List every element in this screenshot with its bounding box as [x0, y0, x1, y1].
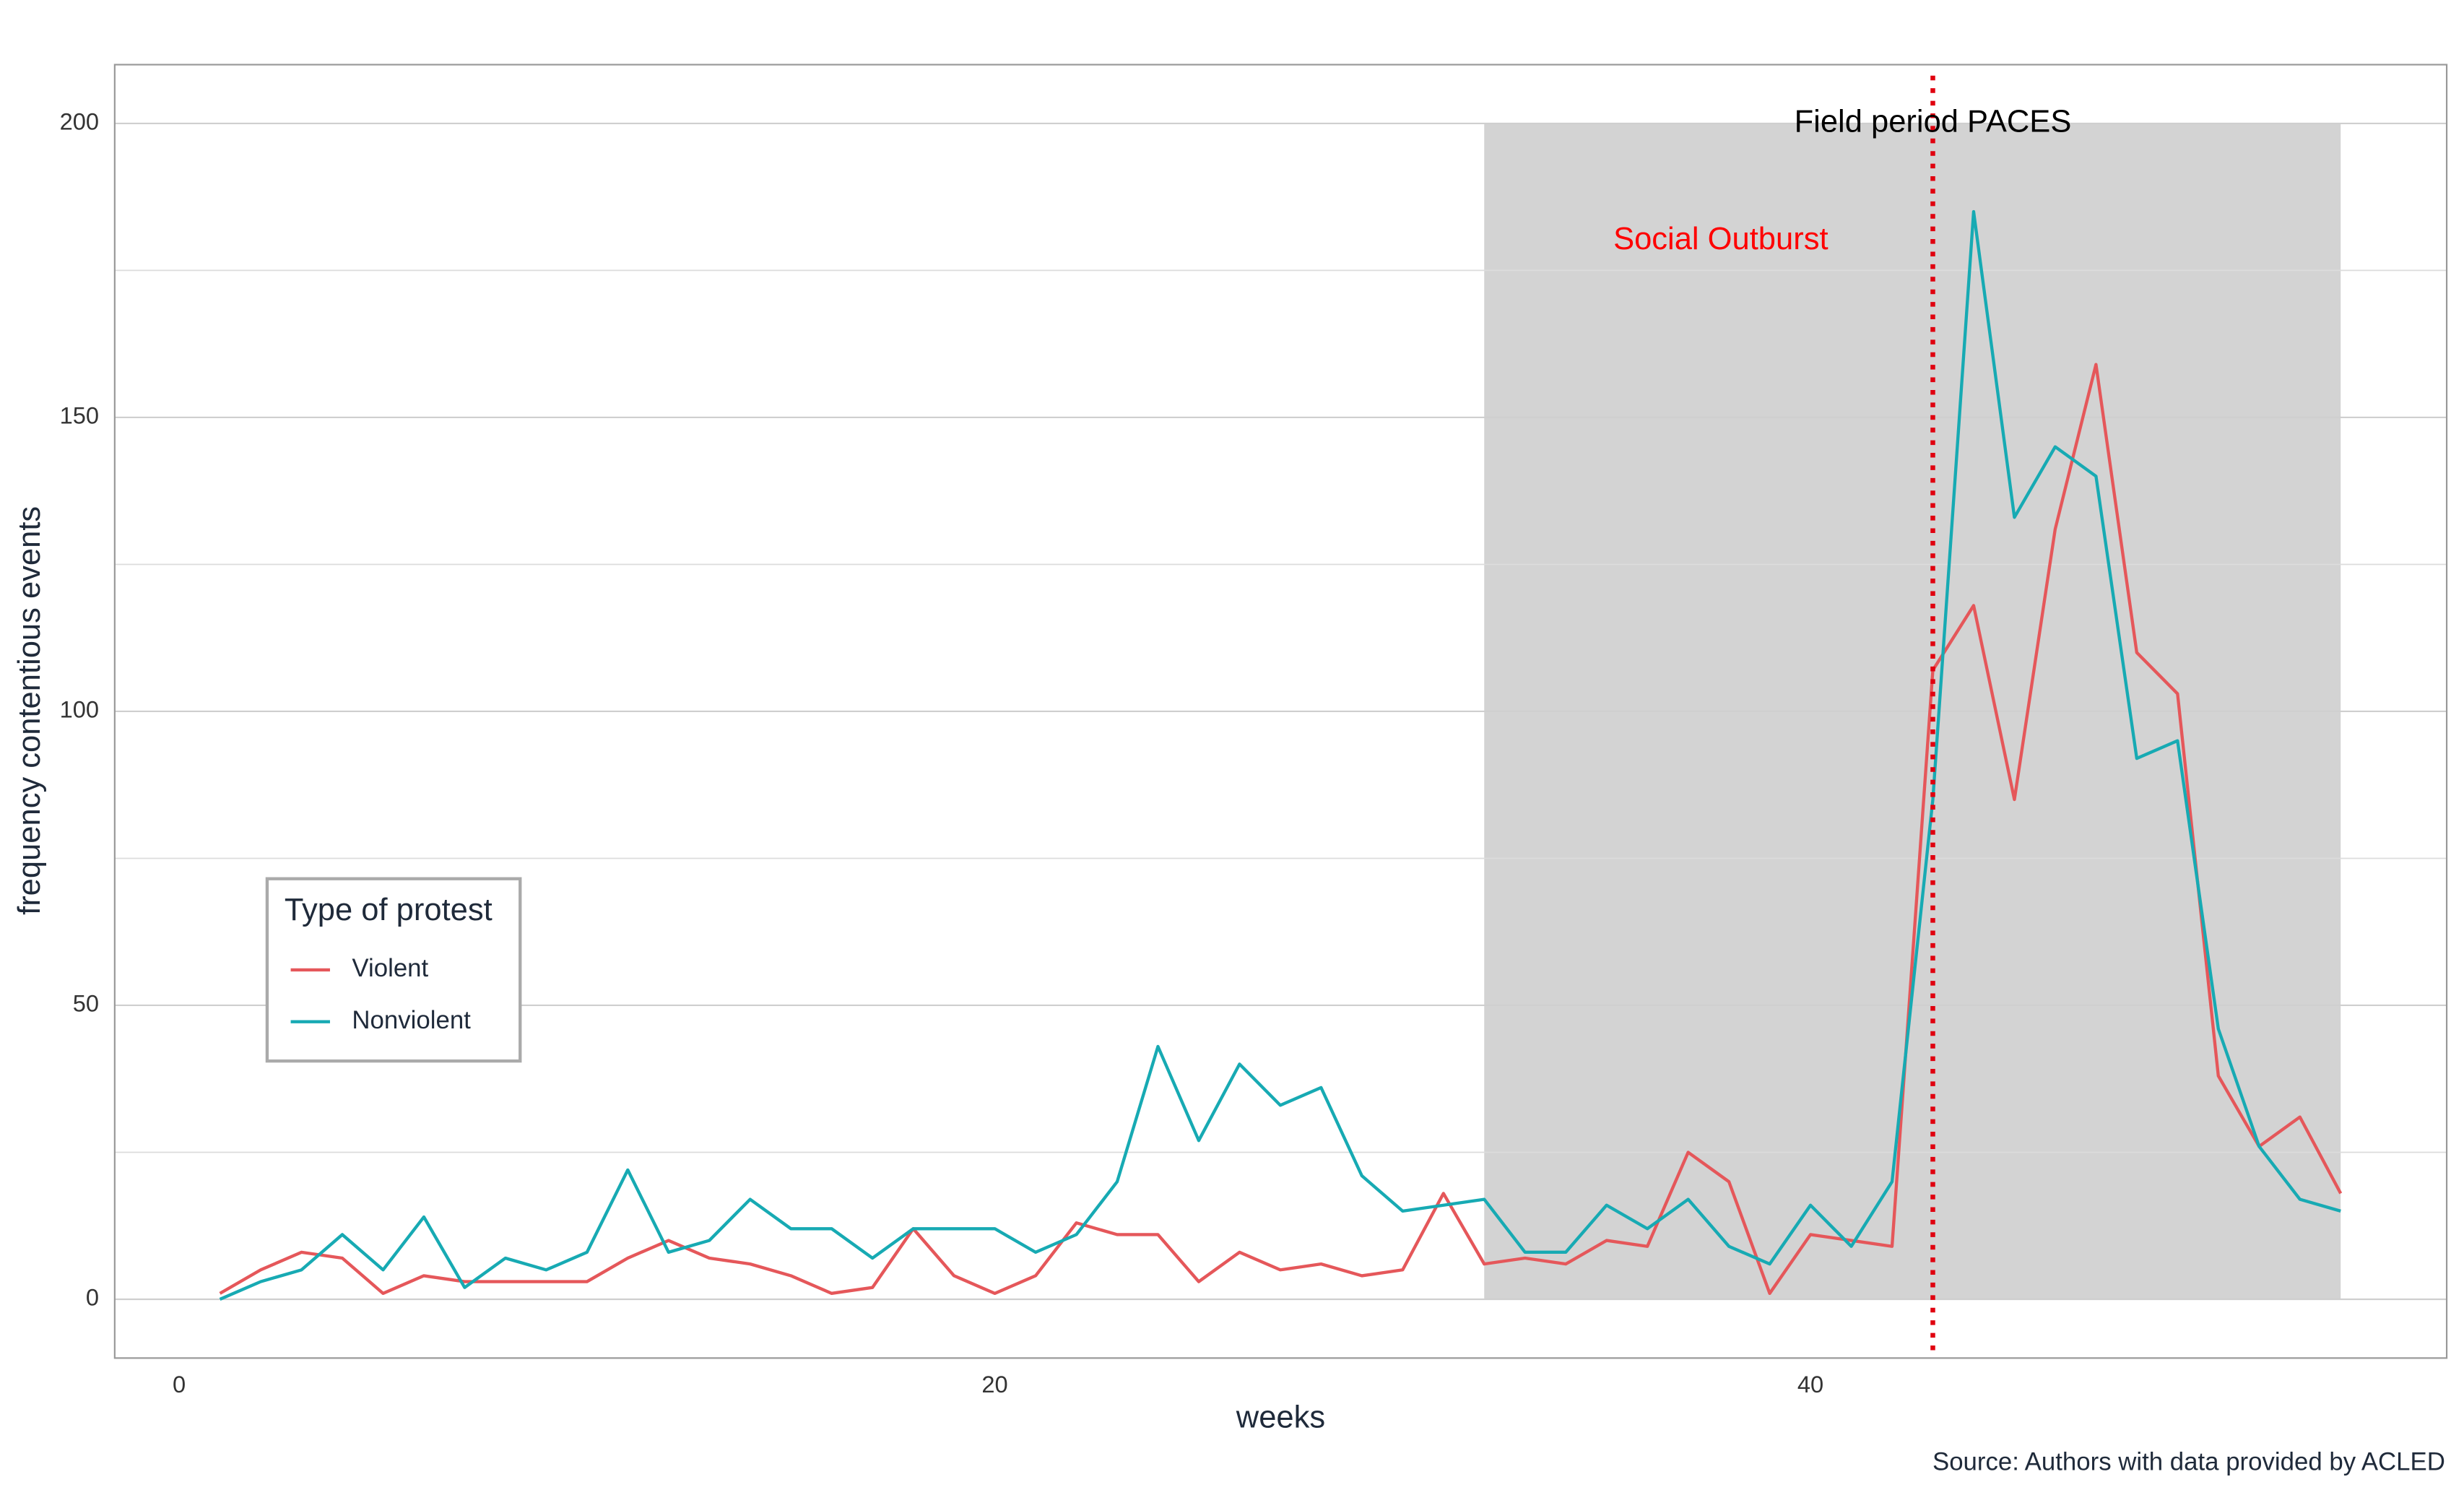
y-tick-label: 150	[60, 402, 99, 429]
y-axis-title: frequency contentious events	[12, 506, 47, 915]
legend-label: Violent	[352, 954, 428, 982]
caption: Source: Authors with data provided by AC…	[1932, 1447, 2445, 1476]
y-tick-label: 50	[73, 990, 99, 1017]
legend-title: Type of protest	[285, 893, 493, 927]
x-axis-title: weeks	[1236, 1400, 1325, 1435]
series-line	[219, 363, 2343, 1296]
x-tick-label: 0	[173, 1371, 186, 1398]
y-tick-label: 100	[60, 696, 99, 723]
vline-label: Field period PACES	[1795, 104, 2072, 139]
annotation: Social Outburst	[1613, 222, 1829, 256]
y-tick-label: 200	[60, 108, 99, 135]
y-tick-label: 0	[86, 1284, 99, 1311]
legend-label: Nonviolent	[352, 1006, 471, 1034]
series-line	[219, 209, 2341, 1301]
x-tick-label: 20	[981, 1371, 1007, 1398]
legend: Type of protest Violent Nonviolent	[265, 877, 522, 1063]
x-tick-label: 40	[1797, 1371, 1823, 1398]
plot-border	[113, 64, 2448, 1359]
